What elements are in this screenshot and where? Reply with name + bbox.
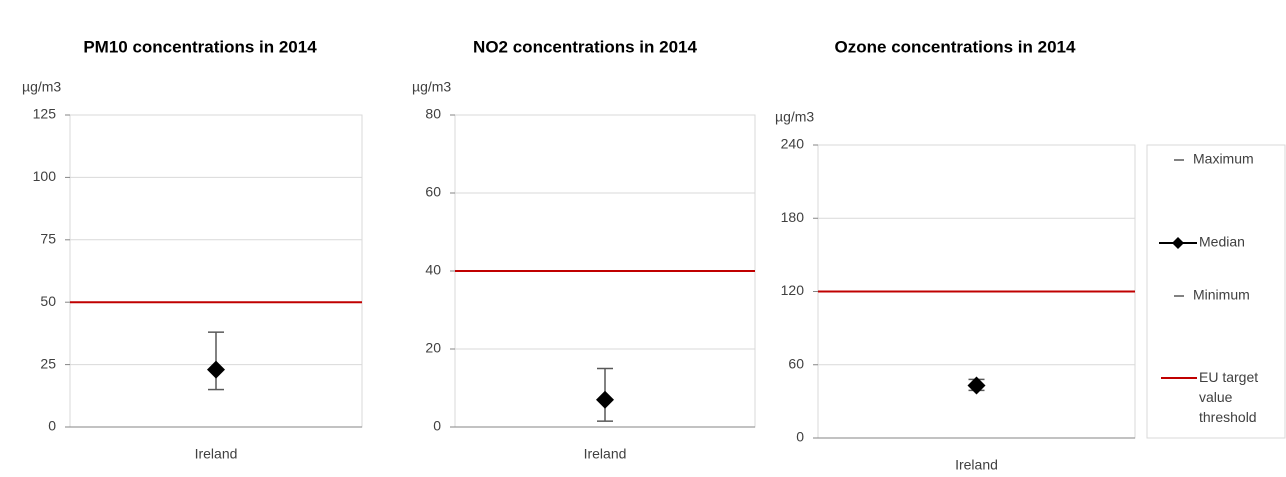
y-tick-label: 240 (781, 136, 805, 152)
chart-title: Ozone concentrations in 2014 (835, 37, 1076, 56)
y-tick-label: 0 (48, 418, 56, 434)
y-tick-label: 180 (781, 209, 805, 225)
legend-label-line: EU target (1199, 369, 1258, 385)
x-tick-label: Ireland (195, 446, 238, 462)
legend-label: Median (1199, 234, 1245, 250)
y-tick-label: 25 (40, 355, 56, 371)
y-axis-label: µg/m3 (412, 79, 451, 95)
legend-label: EU target value threshold (1199, 369, 1258, 425)
y-tick-label: 120 (781, 282, 805, 298)
y-tick-label: 60 (788, 355, 804, 371)
x-tick-label: Ireland (955, 457, 998, 473)
legend-label: Minimum (1193, 287, 1250, 303)
median-marker (967, 376, 986, 395)
y-tick-label: 60 (425, 184, 441, 200)
y-tick-label: 75 (40, 231, 56, 247)
y-tick-label: 125 (33, 106, 57, 122)
y-tick-label: 0 (796, 429, 804, 445)
legend-label: Maximum (1193, 151, 1254, 167)
legend-label-line: value (1199, 389, 1233, 405)
median-marker (207, 360, 225, 379)
y-tick-label: 40 (425, 262, 441, 278)
y-tick-label: 20 (425, 340, 441, 356)
legend-key (1172, 237, 1184, 249)
y-tick-label: 0 (433, 418, 441, 434)
median-marker (596, 390, 614, 409)
chart-title: NO2 concentrations in 2014 (473, 37, 697, 56)
y-tick-label: 50 (40, 293, 56, 309)
chart-title: PM10 concentrations in 2014 (83, 37, 317, 56)
y-axis-label: µg/m3 (775, 109, 814, 125)
legend-box (1146, 144, 1286, 439)
y-tick-label: 80 (425, 106, 441, 122)
y-axis-label: µg/m3 (22, 79, 61, 95)
y-tick-label: 100 (33, 168, 57, 184)
legend-label-line: threshold (1199, 409, 1257, 425)
x-tick-label: Ireland (584, 446, 627, 462)
